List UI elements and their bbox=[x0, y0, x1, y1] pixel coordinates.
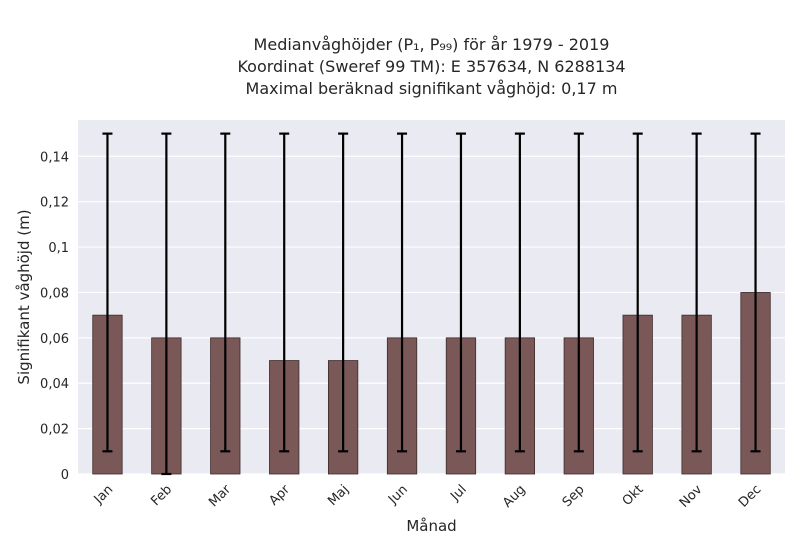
error-bars bbox=[102, 132, 761, 476]
x-tick-label: Maj bbox=[325, 482, 352, 509]
x-tick-label: Apr bbox=[267, 482, 294, 509]
y-axis-ticks: 0 0,02 0,04 0,06 0,08 0,1 0,12 0,14 bbox=[40, 150, 69, 483]
grid-lines bbox=[78, 155, 785, 475]
y-tick-label: 0,06 bbox=[40, 332, 69, 347]
x-tick-label: Feb bbox=[148, 482, 175, 509]
chart-title-line-1: Medianvåghöjder (P₁, P₉₉) för år 1979 - … bbox=[253, 35, 610, 54]
x-tick-label: Sep bbox=[560, 482, 588, 510]
x-tick-label: Aug bbox=[500, 482, 529, 511]
chart-title-line-3: Maximal beräknad signifikant våghöjd: 0,… bbox=[245, 79, 618, 98]
chart-title: Medianvåghöjder (P₁, P₉₉) för år 1979 - … bbox=[78, 34, 785, 100]
y-tick-label: 0,04 bbox=[40, 377, 69, 392]
chart-title-line-2: Koordinat (Sweref 99 TM): E 357634, N 62… bbox=[237, 57, 626, 76]
y-tick-label: 0,08 bbox=[40, 286, 69, 301]
plot-background bbox=[78, 120, 785, 474]
x-tick-label: Jun bbox=[385, 482, 411, 508]
x-axis-label: Månad bbox=[406, 517, 456, 535]
y-tick-label: 0,02 bbox=[40, 423, 69, 438]
x-tick-label: Jan bbox=[91, 482, 116, 507]
y-axis-label: Signifikant våghöjd (m) bbox=[15, 209, 33, 384]
x-tick-label: Dec bbox=[736, 482, 764, 510]
x-tick-label: Jul bbox=[447, 482, 469, 504]
x-tick-label: Nov bbox=[677, 482, 706, 511]
y-tick-label: 0,1 bbox=[48, 241, 69, 256]
y-tick-label: 0,14 bbox=[40, 150, 69, 165]
y-tick-label: 0,12 bbox=[40, 196, 69, 211]
x-tick-label: Mar bbox=[206, 482, 234, 510]
y-tick-label: 0 bbox=[61, 468, 69, 483]
x-axis-ticks: Jan Feb Mar Apr Maj Jun Jul Aug Sep Okt Nov Dec bbox=[91, 482, 765, 511]
x-tick-label: Okt bbox=[620, 482, 647, 509]
